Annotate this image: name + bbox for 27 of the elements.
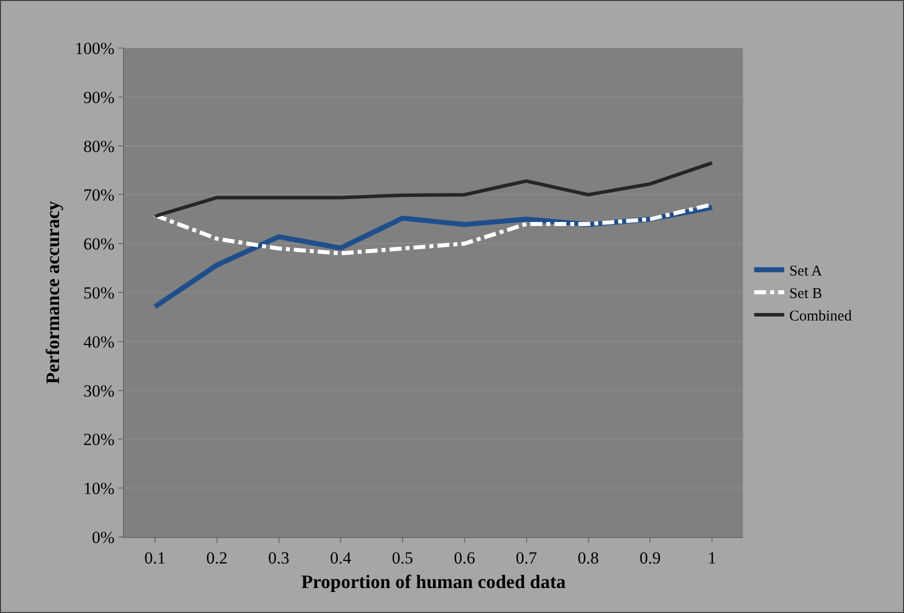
- x-tick-label: 0.9: [640, 548, 661, 568]
- x-axis-title: Proportion of human coded data: [301, 572, 566, 594]
- y-tick-label: 20%: [83, 430, 115, 450]
- y-axis-title: Performance accuracy: [42, 200, 64, 384]
- y-tick-label: 50%: [83, 283, 115, 302]
- x-tick-label: 0.6: [454, 548, 476, 568]
- x-tick-label: 0.8: [578, 548, 599, 568]
- y-tick-label: 0%: [92, 528, 115, 547]
- x-tick-label: 0.2: [206, 548, 228, 568]
- y-tick-label: 30%: [83, 381, 115, 400]
- y-tick-label: 40%: [83, 332, 115, 352]
- legend-label: Set B: [789, 286, 822, 302]
- x-tick-label: 1: [708, 548, 716, 568]
- legend-label: Combined: [789, 308, 852, 325]
- x-tick-label: 0.3: [268, 548, 290, 568]
- x-tick-label: 0.4: [330, 548, 352, 568]
- line-series: [153, 161, 714, 218]
- x-tick-label: 0.5: [392, 548, 414, 568]
- y-tick-label: 70%: [83, 186, 115, 205]
- y-tick-label: 90%: [83, 88, 115, 107]
- x-tick-label: 0.1: [144, 548, 166, 568]
- y-tick-label: 80%: [83, 136, 115, 156]
- y-tick-label: 60%: [83, 234, 115, 254]
- y-tick-label: 10%: [83, 479, 115, 498]
- y-tick-label: 100%: [74, 38, 115, 58]
- legend-label: Set A: [789, 264, 822, 280]
- x-tick-label: 0.7: [516, 548, 538, 568]
